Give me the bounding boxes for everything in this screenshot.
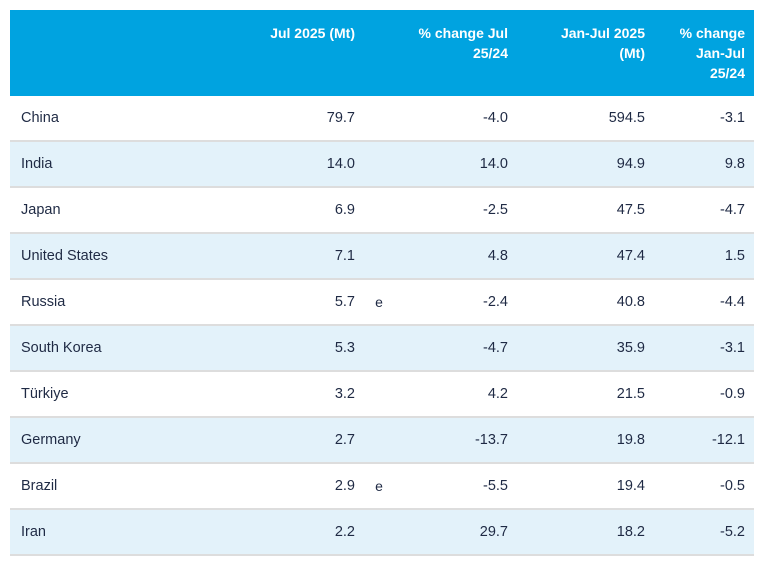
- header-pct-change-jan-jul: % change Jan-Jul 25/24: [645, 10, 754, 96]
- estimate-flag: [355, 417, 403, 464]
- steel-production-table: Jul 2025 (Mt) % change Jul 25/24 Jan-Jul…: [10, 10, 754, 556]
- table-row: Russia 5.7 e -2.4 40.8 -4.4: [10, 279, 754, 326]
- pct-change-jan-jul-cell: -5.2: [645, 509, 754, 556]
- jul-2025-mt-cell: 3.2: [260, 371, 355, 418]
- jan-jul-2025-mt-cell: 94.9: [508, 141, 645, 188]
- pct-change-jan-jul-cell: -12.1: [645, 417, 754, 464]
- jan-jul-2025-mt-cell: 19.8: [508, 417, 645, 464]
- header-country: [10, 10, 260, 96]
- country-cell: India: [10, 141, 260, 188]
- jan-jul-2025-mt-cell: 47.5: [508, 187, 645, 234]
- pct-change-jul-cell: -5.5: [403, 463, 508, 510]
- header-row: Jul 2025 (Mt) % change Jul 25/24 Jan-Jul…: [10, 10, 754, 96]
- table-row: United States 7.1 4.8 47.4 1.5: [10, 233, 754, 280]
- jul-2025-mt-cell: 5.3: [260, 325, 355, 372]
- pct-change-jan-jul-cell: 1.5: [645, 233, 754, 280]
- jan-jul-2025-mt-cell: 35.9: [508, 325, 645, 372]
- pct-change-jan-jul-cell: -3.1: [645, 325, 754, 372]
- table-row: Türkiye 3.2 4.2 21.5 -0.9: [10, 371, 754, 418]
- jan-jul-2025-mt-cell: 40.8: [508, 279, 645, 326]
- country-cell: Brazil: [10, 463, 260, 510]
- table-row: Iran 2.2 29.7 18.2 -5.2: [10, 509, 754, 556]
- table-row: India 14.0 14.0 94.9 9.8: [10, 141, 754, 188]
- country-cell: Germany: [10, 417, 260, 464]
- pct-change-jul-cell: 4.8: [403, 233, 508, 280]
- jan-jul-2025-mt-cell: 18.2: [508, 509, 645, 556]
- country-cell: China: [10, 96, 260, 142]
- pct-change-jan-jul-cell: -3.1: [645, 96, 754, 142]
- estimate-flag: [355, 509, 403, 556]
- pct-change-jul-cell: -13.7: [403, 417, 508, 464]
- table-row: Germany 2.7 -13.7 19.8 -12.1: [10, 417, 754, 464]
- estimate-flag: [355, 187, 403, 234]
- pct-change-jan-jul-cell: -4.7: [645, 187, 754, 234]
- jul-2025-mt-cell: 79.7: [260, 96, 355, 142]
- estimate-flag: [355, 96, 403, 142]
- pct-change-jul-cell: 29.7: [403, 509, 508, 556]
- table-row: Japan 6.9 -2.5 47.5 -4.7: [10, 187, 754, 234]
- country-cell: South Korea: [10, 325, 260, 372]
- estimate-flag: e: [355, 463, 403, 510]
- header-estimate-flag: [355, 10, 403, 96]
- jul-2025-mt-cell: 2.7: [260, 417, 355, 464]
- estimate-flag: [355, 371, 403, 418]
- table-row: China 79.7 -4.0 594.5 -3.1: [10, 96, 754, 142]
- estimate-flag: e: [355, 279, 403, 326]
- estimate-flag: [355, 141, 403, 188]
- pct-change-jan-jul-cell: -0.5: [645, 463, 754, 510]
- table-row: South Korea 5.3 -4.7 35.9 -3.1: [10, 325, 754, 372]
- table-header: Jul 2025 (Mt) % change Jul 25/24 Jan-Jul…: [10, 10, 754, 96]
- estimate-flag: [355, 325, 403, 372]
- jul-2025-mt-cell: 6.9: [260, 187, 355, 234]
- country-cell: United States: [10, 233, 260, 280]
- pct-change-jan-jul-cell: -0.9: [645, 371, 754, 418]
- header-jul-2025-mt: Jul 2025 (Mt): [260, 10, 355, 96]
- estimate-flag: [355, 233, 403, 280]
- jan-jul-2025-mt-cell: 47.4: [508, 233, 645, 280]
- country-cell: Iran: [10, 509, 260, 556]
- jan-jul-2025-mt-cell: 594.5: [508, 96, 645, 142]
- jan-jul-2025-mt-cell: 21.5: [508, 371, 645, 418]
- pct-change-jul-cell: -4.7: [403, 325, 508, 372]
- table-body: China 79.7 -4.0 594.5 -3.1 India 14.0 14…: [10, 96, 754, 556]
- pct-change-jul-cell: -4.0: [403, 96, 508, 142]
- jul-2025-mt-cell: 2.9: [260, 463, 355, 510]
- pct-change-jul-cell: -2.4: [403, 279, 508, 326]
- header-jan-jul-2025-mt: Jan-Jul 2025 (Mt): [508, 10, 645, 96]
- country-cell: Türkiye: [10, 371, 260, 418]
- table-row: Brazil 2.9 e -5.5 19.4 -0.5: [10, 463, 754, 510]
- pct-change-jul-cell: 4.2: [403, 371, 508, 418]
- pct-change-jan-jul-cell: 9.8: [645, 141, 754, 188]
- country-cell: Japan: [10, 187, 260, 234]
- jul-2025-mt-cell: 14.0: [260, 141, 355, 188]
- pct-change-jul-cell: -2.5: [403, 187, 508, 234]
- pct-change-jan-jul-cell: -4.4: [645, 279, 754, 326]
- jan-jul-2025-mt-cell: 19.4: [508, 463, 645, 510]
- header-pct-change-jul: % change Jul 25/24: [403, 10, 508, 96]
- country-cell: Russia: [10, 279, 260, 326]
- jul-2025-mt-cell: 5.7: [260, 279, 355, 326]
- jul-2025-mt-cell: 7.1: [260, 233, 355, 280]
- jul-2025-mt-cell: 2.2: [260, 509, 355, 556]
- pct-change-jul-cell: 14.0: [403, 141, 508, 188]
